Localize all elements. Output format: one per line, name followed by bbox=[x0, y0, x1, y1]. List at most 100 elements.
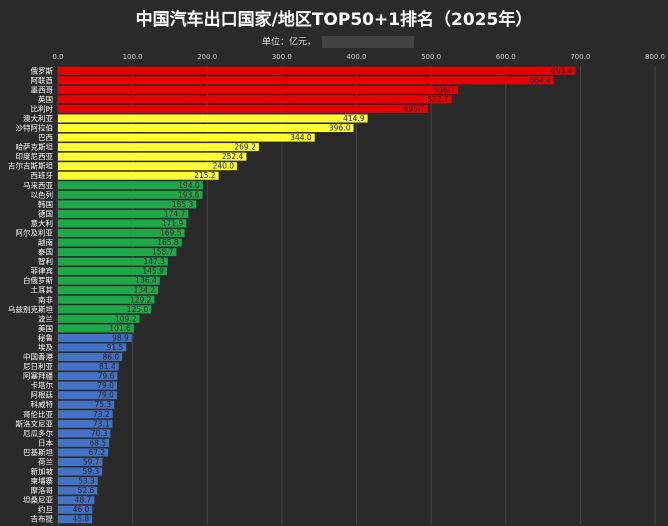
x-tick-label: 100.0 bbox=[123, 53, 143, 61]
bar bbox=[58, 133, 315, 142]
value-label: 79.0 bbox=[97, 381, 114, 390]
value-label: 145.9 bbox=[142, 267, 164, 276]
bar bbox=[58, 257, 168, 266]
bar bbox=[58, 343, 127, 352]
bar bbox=[58, 152, 247, 161]
value-label: 125.0 bbox=[127, 305, 149, 314]
blurred-text bbox=[322, 36, 414, 48]
y-tick-label: 秘鲁 bbox=[38, 332, 53, 342]
x-tick-label: 800.0 bbox=[645, 53, 665, 61]
value-label: 45.8 bbox=[72, 515, 89, 524]
bar bbox=[58, 76, 554, 85]
value-label: 109.2 bbox=[115, 314, 137, 323]
bar bbox=[58, 477, 98, 486]
y-tick-label: 德国 bbox=[38, 208, 53, 218]
bar bbox=[58, 95, 452, 104]
bar bbox=[58, 85, 459, 94]
y-tick-label: 摩洛哥 bbox=[31, 485, 54, 495]
y-tick-label: 澳大利亚 bbox=[23, 113, 53, 123]
value-label: 81.4 bbox=[99, 362, 116, 371]
bar bbox=[58, 162, 238, 171]
y-tick-label: 尼日利亚 bbox=[23, 361, 53, 371]
value-label: 147.3 bbox=[143, 257, 165, 266]
value-label: 158.7 bbox=[152, 248, 174, 257]
bar bbox=[58, 438, 110, 447]
value-label: 68.5 bbox=[89, 438, 106, 447]
bar bbox=[58, 200, 197, 209]
value-label: 252.4 bbox=[222, 152, 244, 161]
x-tick-label: 700.0 bbox=[570, 53, 590, 61]
bar bbox=[58, 429, 111, 438]
value-label: 86.0 bbox=[102, 353, 119, 362]
value-label: 693.4 bbox=[551, 66, 573, 75]
y-tick-label: 阿联酋 bbox=[31, 75, 54, 85]
y-tick-label: 阿尔及利亚 bbox=[16, 227, 54, 237]
y-tick-label: 吉尔吉斯斯坦 bbox=[8, 161, 53, 171]
bar bbox=[58, 124, 354, 133]
value-label: 52.6 bbox=[78, 486, 95, 495]
y-tick-label: 厄瓜多尔 bbox=[23, 428, 53, 438]
x-tick-label: 600.0 bbox=[496, 53, 516, 61]
value-label: 134.2 bbox=[134, 286, 156, 295]
value-label: 396.0 bbox=[329, 124, 351, 133]
y-tick-label: 沙特阿拉伯 bbox=[16, 123, 54, 133]
y-tick-label: 菲律宾 bbox=[31, 266, 54, 276]
value-label: 98.9 bbox=[112, 333, 129, 342]
value-label: 194.0 bbox=[178, 181, 200, 190]
value-label: 59.3 bbox=[83, 467, 100, 476]
value-label: 527.7 bbox=[427, 95, 449, 104]
bar bbox=[58, 295, 155, 304]
x-tick-label: 200.0 bbox=[197, 53, 217, 61]
bar bbox=[58, 505, 93, 514]
value-label: 79.6 bbox=[98, 372, 115, 381]
bar bbox=[58, 286, 159, 295]
y-tick-label: 意大利 bbox=[31, 218, 54, 228]
bar bbox=[58, 496, 95, 505]
bar bbox=[58, 353, 123, 362]
y-tick-label: 俄罗斯 bbox=[31, 65, 54, 75]
bar bbox=[58, 515, 93, 524]
value-label: 193.6 bbox=[178, 190, 200, 199]
value-label: 344.0 bbox=[290, 133, 312, 142]
y-tick-label: 越南 bbox=[38, 237, 53, 247]
value-label: 414.9 bbox=[343, 114, 365, 123]
bar bbox=[58, 400, 115, 409]
value-label: 67.2 bbox=[88, 448, 105, 457]
value-label: 101.6 bbox=[109, 324, 131, 333]
x-tick-label: 300.0 bbox=[272, 53, 292, 61]
y-tick-label: 韩国 bbox=[38, 199, 53, 209]
value-label: 129.2 bbox=[130, 295, 152, 304]
bar bbox=[58, 410, 113, 419]
bar bbox=[58, 267, 167, 276]
y-tick-label: 马来西亚 bbox=[23, 181, 53, 190]
y-tick-label: 以色列 bbox=[31, 189, 54, 199]
bar bbox=[58, 324, 134, 333]
bar bbox=[58, 104, 428, 113]
value-label: 536.1 bbox=[434, 85, 456, 94]
bar bbox=[58, 467, 103, 476]
y-tick-label: 白俄罗斯 bbox=[23, 275, 53, 285]
value-label: 664.4 bbox=[529, 76, 551, 85]
y-tick-label: 墨西哥 bbox=[31, 85, 54, 94]
bar bbox=[58, 362, 119, 371]
y-tick-label: 美国 bbox=[38, 323, 53, 333]
value-label: 73.2 bbox=[93, 410, 110, 419]
value-label: 269.2 bbox=[234, 143, 256, 152]
y-tick-label: 哈萨克斯坦 bbox=[16, 142, 54, 152]
y-tick-label: 日本 bbox=[38, 437, 53, 447]
y-tick-label: 哥伦比亚 bbox=[23, 409, 53, 419]
value-label: 91.5 bbox=[107, 343, 124, 352]
value-label: 215.2 bbox=[194, 171, 216, 180]
value-label: 48.7 bbox=[75, 496, 92, 505]
bar bbox=[58, 143, 259, 152]
y-tick-label: 南非 bbox=[38, 294, 53, 304]
x-tick-label: 0.0 bbox=[52, 53, 63, 61]
value-label: 53.3 bbox=[78, 477, 95, 486]
y-tick-label: 坦桑尼亚 bbox=[23, 495, 53, 505]
y-tick-label: 巴西 bbox=[38, 133, 53, 142]
bar bbox=[58, 114, 368, 123]
bar bbox=[58, 381, 117, 390]
y-tick-label: 新加坡 bbox=[31, 466, 54, 476]
value-label: 165.8 bbox=[157, 238, 179, 247]
bar bbox=[58, 238, 182, 247]
